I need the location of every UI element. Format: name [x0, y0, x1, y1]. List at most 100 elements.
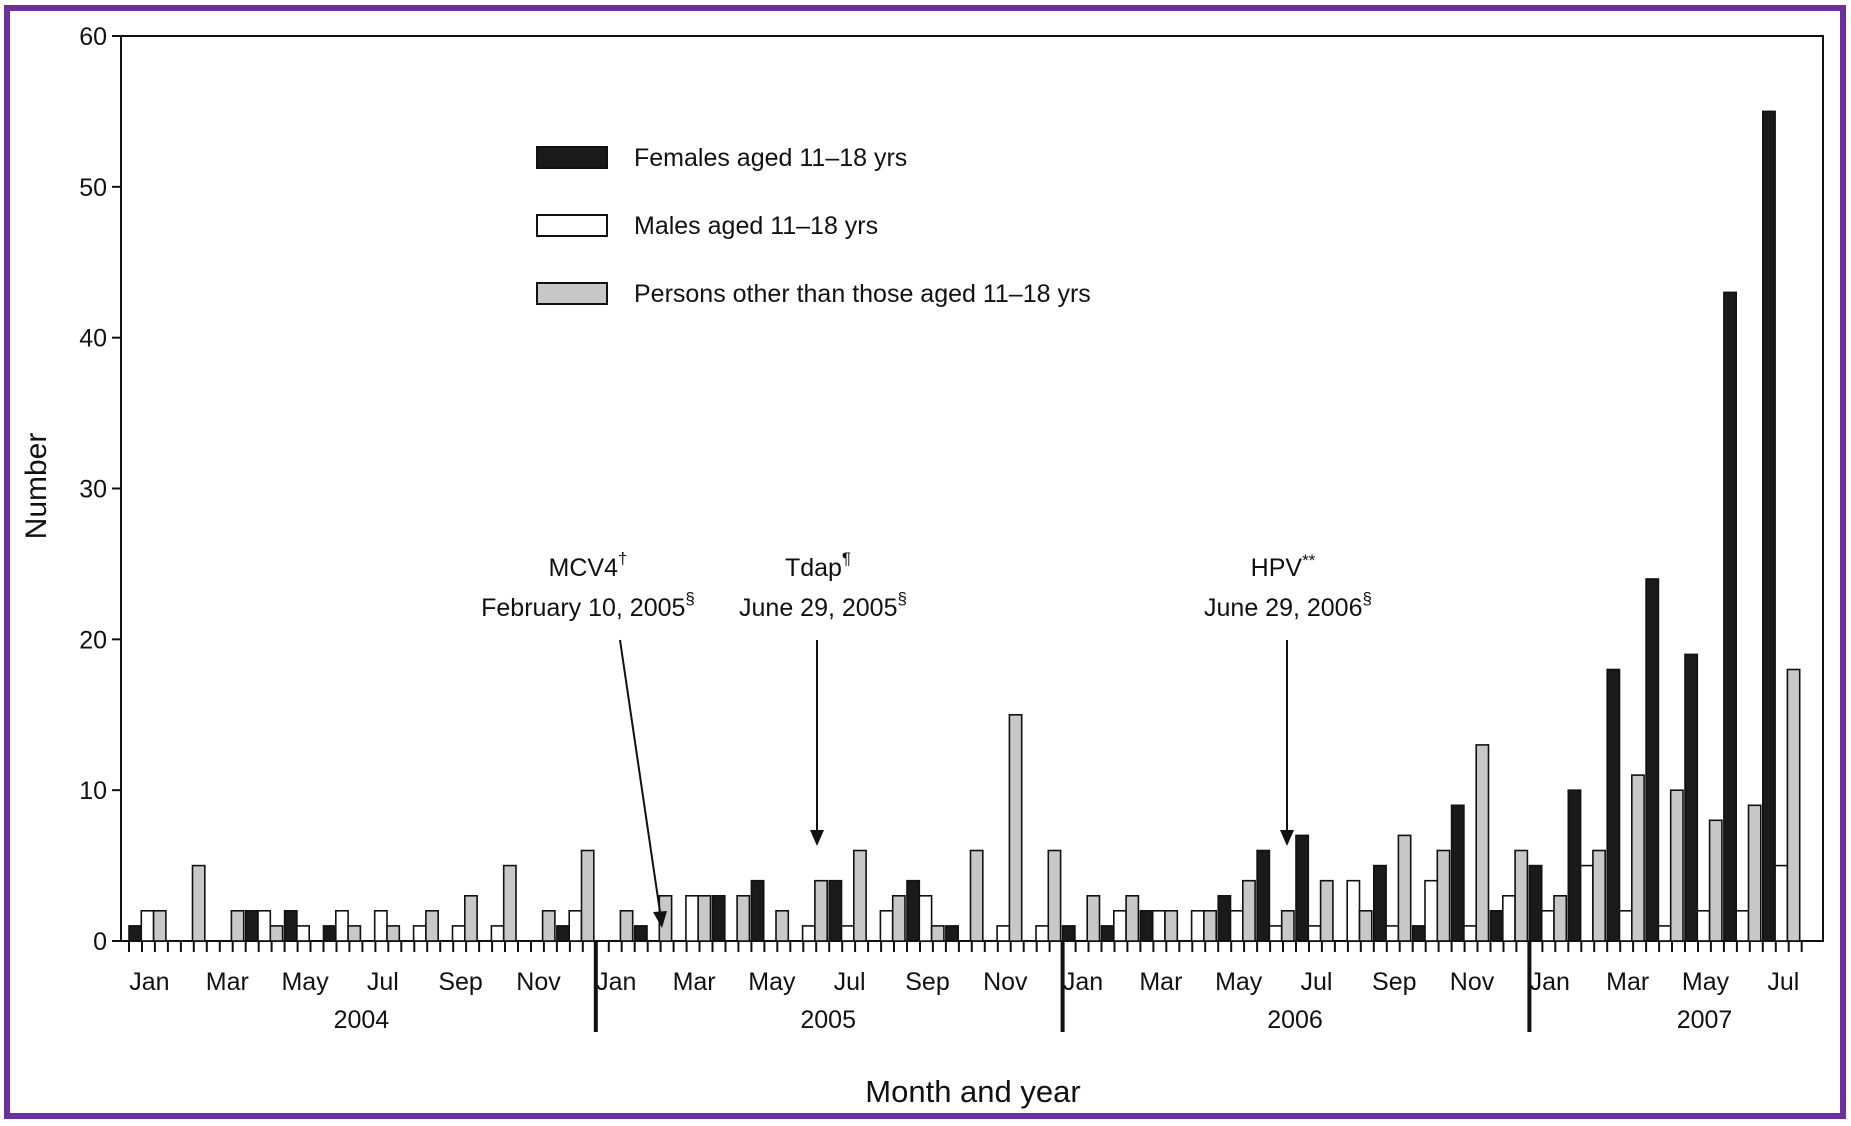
y-tick-label: 30 — [79, 476, 107, 504]
month-tick-label: May — [281, 968, 329, 996]
other-bar — [814, 879, 829, 942]
month-tick-label: Nov — [516, 968, 561, 996]
other-bar — [1747, 804, 1762, 942]
other-bar — [697, 894, 712, 942]
month-tick-label: Jan — [129, 968, 169, 996]
month-tick-label: May — [1215, 968, 1263, 996]
month-tick-label: Jul — [1767, 968, 1799, 996]
other-bar — [619, 909, 634, 942]
other-bar — [1786, 668, 1801, 942]
male-bar — [1502, 894, 1516, 942]
other-bar — [269, 925, 284, 942]
female-bar — [906, 879, 921, 942]
male-bar — [1307, 925, 1322, 942]
male-bar — [1735, 909, 1750, 942]
male-bar — [1035, 925, 1050, 942]
other-bar — [930, 925, 945, 942]
annotation-hpv-arrowhead — [1280, 830, 1294, 846]
male-bar — [568, 909, 583, 942]
other-bar — [1436, 849, 1451, 942]
female-bar — [1061, 925, 1076, 942]
other-bar — [152, 909, 167, 942]
other-bar — [1203, 909, 1218, 942]
month-tick-label: Jul — [367, 968, 399, 996]
male-bar — [996, 925, 1011, 942]
month-tick-label: Jul — [1301, 968, 1333, 996]
other-bar — [1086, 894, 1101, 942]
annotation-mcv4-label: MCV4† — [549, 549, 628, 582]
annotation-hpv: HPV** June 29, 2006§ — [1204, 551, 1372, 846]
female-bar — [128, 925, 143, 942]
female-bar — [1373, 864, 1387, 942]
other-bar — [463, 894, 478, 942]
other-bar — [1514, 849, 1529, 942]
other-bar — [1125, 894, 1140, 942]
month-tick-label: Nov — [1450, 968, 1495, 996]
month-tick-label: May — [1682, 968, 1730, 996]
other-bar — [580, 849, 595, 942]
female-bar — [1762, 110, 1776, 942]
month-tick-label: Jul — [834, 968, 866, 996]
female-bar — [1450, 804, 1465, 942]
other-bar — [1708, 819, 1723, 942]
other-bar — [502, 864, 517, 942]
male-bar — [801, 925, 816, 942]
other-bar — [969, 849, 984, 942]
male-bar — [490, 925, 505, 942]
male-bar — [685, 894, 700, 942]
annotation-tdap: Tdap¶ June 29, 2005§ — [739, 549, 907, 846]
y-tick-label: 60 — [79, 23, 107, 51]
male-bar — [412, 925, 427, 942]
month-tick-label: Sep — [438, 968, 482, 996]
other-bar — [1592, 849, 1607, 942]
male-bar — [1618, 909, 1633, 942]
male-bar — [373, 909, 388, 942]
male-bar — [1463, 925, 1478, 942]
month-tick-label: Jan — [1063, 968, 1103, 996]
male-bar — [1424, 879, 1439, 942]
other-bar — [1008, 713, 1023, 942]
annotation-mcv4-arrow — [619, 639, 661, 913]
legend-label-males: Males aged 11–18 yrs — [634, 212, 878, 240]
male-bar — [1540, 909, 1555, 942]
annotation-hpv-label: HPV** — [1251, 551, 1316, 582]
female-bar — [283, 909, 298, 942]
female-bar — [1256, 849, 1271, 942]
female-bar — [1489, 909, 1504, 942]
other-bar — [347, 925, 362, 942]
male-bar — [918, 894, 933, 942]
female-bar — [1100, 925, 1115, 942]
male-bar — [1385, 925, 1400, 942]
female-bar — [945, 925, 960, 942]
male-bar — [1657, 925, 1672, 942]
male-bar — [451, 925, 466, 942]
male-bar — [879, 909, 894, 942]
legend-swatch-males — [536, 214, 608, 237]
female-bar — [1411, 925, 1426, 942]
female-bar — [1528, 864, 1543, 942]
other-bar — [541, 909, 556, 942]
male-bar — [257, 909, 272, 942]
female-bar — [322, 925, 337, 942]
female-bar — [1295, 834, 1310, 942]
other-bar — [852, 849, 867, 942]
male-bar — [1346, 879, 1361, 942]
female-bar — [633, 925, 648, 942]
other-bar — [1358, 909, 1373, 942]
male-bar — [140, 909, 155, 942]
other-bar — [386, 925, 401, 942]
female-bar — [556, 925, 571, 942]
year-label: 2004 — [334, 1006, 390, 1034]
male-bar — [1268, 925, 1283, 942]
other-bar — [1164, 909, 1179, 942]
other-bar — [1319, 879, 1334, 942]
female-bar — [1723, 291, 1738, 942]
male-bar — [840, 925, 855, 942]
female-bar — [711, 894, 726, 942]
other-bar — [891, 894, 906, 942]
month-tick-label: Nov — [983, 968, 1028, 996]
x-axis-title: Month and year — [865, 1074, 1080, 1109]
year-label: 2005 — [800, 1006, 856, 1034]
other-bar — [191, 864, 206, 942]
